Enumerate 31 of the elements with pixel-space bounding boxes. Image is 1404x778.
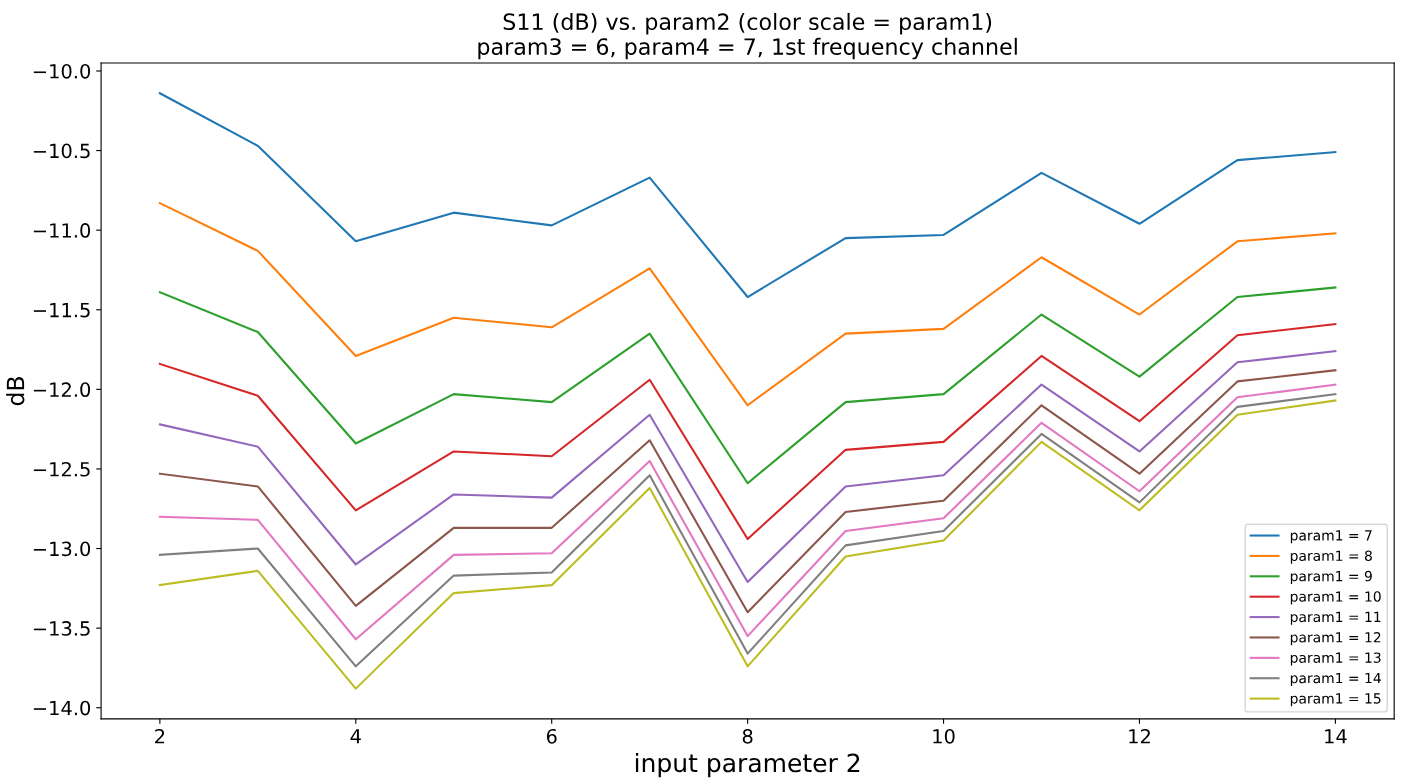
y-tick-label: −10.0: [33, 63, 91, 79]
line-series: [158, 286, 1337, 485]
legend-label: param1 = 12: [1290, 632, 1381, 646]
legend-label: param1 = 7: [1290, 530, 1372, 544]
line-series: [158, 202, 1337, 407]
x-axis-title: input parameter 2: [635, 752, 860, 778]
y-tick-label: −14.0: [33, 700, 91, 716]
legend-label: param1 = 9: [1290, 570, 1372, 585]
line-series: [158, 92, 1337, 299]
x-tick-label: 6: [546, 728, 557, 744]
legend-label: param1 = 13: [1290, 652, 1381, 666]
y-tick-label: −13.0: [33, 541, 91, 557]
y-tick-label: −11.0: [33, 223, 91, 238]
legend-label: param1 = 15: [1290, 693, 1381, 707]
chart-title: S11 (dB) vs. param2 (color scale = param1) param3 = 6, param4 = 7, 1st frequency channel: [478, 12, 1017, 60]
x-tick-label: 4: [350, 729, 361, 744]
x-tick-label: 2: [155, 728, 165, 744]
x-tick-label: 14: [1325, 729, 1347, 744]
legend-label: param1 = 10: [1290, 591, 1381, 605]
x-tick-label: 12: [1129, 728, 1150, 744]
y-axis-title: dB: [6, 377, 25, 406]
legend-label: param1 = 11: [1290, 611, 1381, 625]
y-tick-label: −11.5: [33, 302, 90, 318]
legend-label: param1 = 14: [1290, 672, 1381, 686]
y-tick-label: −13.5: [33, 621, 90, 636]
y-tick-label: −10.5: [33, 143, 90, 159]
y-tick-label: −12.5: [33, 461, 90, 477]
y-tick-label: −12.0: [33, 382, 91, 398]
legend-label: param1 = 8: [1290, 550, 1372, 564]
x-tick-label: 8: [742, 728, 753, 744]
x-tick-label: 10: [933, 728, 955, 744]
